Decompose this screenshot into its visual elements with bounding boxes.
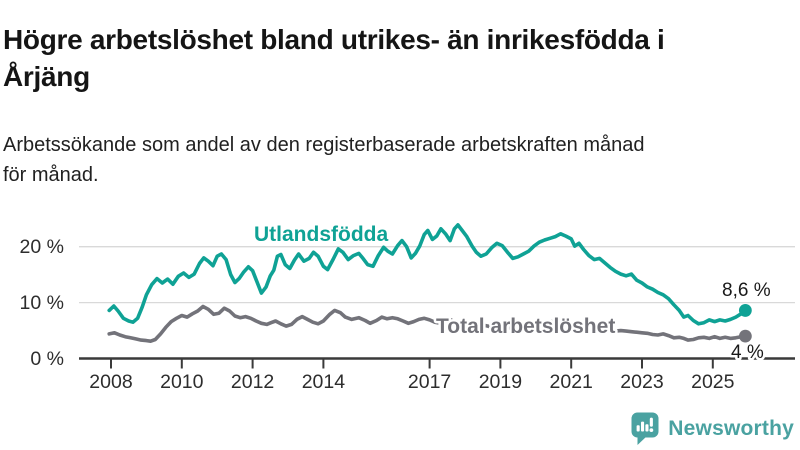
x-axis-tick-label: 2017	[408, 371, 451, 393]
x-axis-tick-label: 2012	[231, 371, 274, 393]
chart-subtitle: Arbetssökande som andel av den registerb…	[3, 130, 783, 190]
newsworthy-wordmark: Newsworthy	[668, 417, 794, 440]
page-title: Högre arbetslöshet bland utrikes- än inr…	[3, 21, 783, 95]
series-end-dot	[738, 329, 752, 343]
x-axis-tick-label: 2025	[691, 371, 735, 393]
series-end-dot	[738, 304, 752, 317]
plot-area: 0 % 10 % 20 % 2008 2010 2012 2014 2017 2019 2021 2…	[20, 223, 795, 393]
x-axis-tick-label: 2014	[302, 371, 346, 393]
x-axis-tick-label: 2023	[620, 371, 663, 393]
y-axis-tick-label: 0 %	[30, 348, 64, 370]
subtitle-line-1: Arbetssökande som andel av den registerb…	[3, 134, 645, 156]
newsworthy-speech-bubble-chart-icon	[631, 412, 659, 445]
title-line-1: Högre arbetslöshet bland utrikes- än inr…	[3, 23, 665, 55]
series-line-utlandsf-dda	[107, 223, 748, 326]
series-label-utlandsfodda: Utlandsfödda	[254, 223, 388, 246]
chart-labels: Utlandsfödda Total arbetslöshet 8,6 % 4 …	[252, 221, 774, 366]
y-axis-tick-label: 20 %	[20, 236, 64, 258]
newsworthy-logo[interactable]: Newsworthy	[631, 412, 794, 446]
series-label-total-arbetsloshet: Total arbetslöshet	[436, 315, 615, 338]
x-axis-tick-label: 2010	[160, 371, 204, 393]
title-line-2: Årjäng	[3, 60, 90, 92]
x-axis-tick-label: 2008	[89, 371, 132, 393]
y-axis-tick-label: 10 %	[20, 292, 64, 314]
x-axis-tick-label: 2019	[479, 371, 522, 393]
subtitle-line-2: för månad.	[3, 164, 99, 186]
end-value-label-total: 4 %	[731, 342, 764, 363]
x-axis-tick-label: 2021	[550, 371, 593, 393]
end-value-label-utlandsfodda: 8,6 %	[722, 280, 771, 301]
series-line-total-arbetsl-shet	[107, 304, 748, 344]
